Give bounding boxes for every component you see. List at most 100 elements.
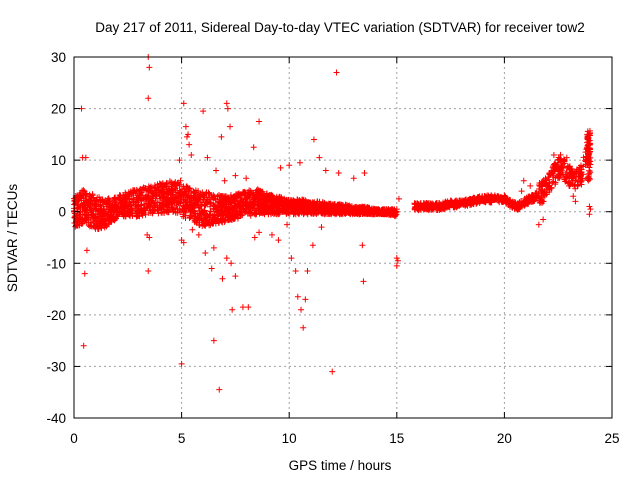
data-point xyxy=(255,187,262,194)
data-point xyxy=(360,278,367,285)
data-point xyxy=(121,195,128,202)
data-point xyxy=(239,203,246,210)
data-point xyxy=(361,170,368,177)
data-point xyxy=(394,257,401,264)
data-point xyxy=(83,247,90,254)
data-point xyxy=(108,211,115,218)
data-point xyxy=(503,199,510,206)
data-point xyxy=(561,157,568,164)
data-point xyxy=(247,212,254,219)
x-tick-label: 25 xyxy=(604,431,619,446)
data-point xyxy=(420,206,427,213)
data-point xyxy=(173,189,180,196)
data-point xyxy=(253,191,260,198)
data-point xyxy=(442,201,449,208)
data-point xyxy=(540,198,547,205)
data-point xyxy=(184,184,191,191)
data-point xyxy=(92,201,99,208)
data-point xyxy=(183,133,190,140)
data-point xyxy=(501,193,508,200)
data-point xyxy=(165,207,172,214)
data-point xyxy=(76,211,83,218)
data-point xyxy=(201,221,208,228)
data-point xyxy=(148,188,155,195)
data-point xyxy=(557,169,564,176)
data-point xyxy=(563,154,570,161)
data-point xyxy=(532,193,539,200)
data-point xyxy=(130,198,137,205)
data-point xyxy=(509,199,516,206)
data-point xyxy=(302,296,309,303)
data-point xyxy=(567,165,574,172)
data-point xyxy=(145,210,152,217)
data-point xyxy=(195,231,202,238)
data-point xyxy=(283,201,290,208)
data-point xyxy=(345,203,352,210)
data-point xyxy=(284,221,291,228)
data-point xyxy=(73,198,80,205)
data-point xyxy=(239,304,246,311)
data-point xyxy=(81,270,88,277)
data-point xyxy=(194,217,201,224)
y-tick-label: -20 xyxy=(46,308,66,323)
data-point xyxy=(147,202,154,209)
data-point xyxy=(301,209,308,216)
data-point xyxy=(286,162,293,169)
data-point xyxy=(322,209,329,216)
data-point xyxy=(185,193,192,200)
data-point xyxy=(146,64,153,71)
data-point xyxy=(241,189,248,196)
y-tick-label: 30 xyxy=(51,50,66,65)
data-point xyxy=(341,209,348,216)
data-point xyxy=(265,195,272,202)
data-point xyxy=(219,199,226,206)
data-point xyxy=(548,185,555,192)
data-point xyxy=(246,201,253,208)
data-point xyxy=(90,207,97,214)
data-point xyxy=(570,193,577,200)
data-point xyxy=(79,218,86,225)
data-point xyxy=(576,170,583,177)
data-point xyxy=(204,198,211,205)
data-point xyxy=(214,215,221,222)
data-point xyxy=(105,195,112,202)
data-point xyxy=(471,198,478,205)
data-point xyxy=(145,95,152,102)
y-axis-label: SDTVAR / TECUs xyxy=(5,184,20,293)
data-point xyxy=(355,207,362,214)
data-point xyxy=(102,217,109,224)
x-tick-label: 10 xyxy=(282,431,297,446)
data-point xyxy=(189,226,196,233)
data-point xyxy=(76,191,83,198)
data-point xyxy=(90,213,97,220)
data-point xyxy=(288,208,295,215)
data-point xyxy=(179,186,186,193)
data-point xyxy=(176,190,183,197)
data-point xyxy=(490,196,497,203)
data-point xyxy=(586,203,593,210)
data-point xyxy=(227,123,234,130)
data-point xyxy=(566,173,573,180)
data-point xyxy=(300,196,307,203)
data-point xyxy=(198,211,205,218)
data-point xyxy=(222,201,229,208)
data-point xyxy=(111,194,118,201)
data-point xyxy=(547,171,554,178)
data-point xyxy=(223,193,230,200)
data-point xyxy=(239,212,246,219)
data-point xyxy=(192,210,199,217)
data-point xyxy=(138,197,145,204)
data-point xyxy=(82,197,89,204)
data-point xyxy=(205,189,212,196)
data-point xyxy=(585,177,592,184)
data-point xyxy=(518,188,525,195)
data-point xyxy=(576,164,583,171)
data-point xyxy=(363,205,370,212)
data-point xyxy=(190,188,197,195)
data-point xyxy=(224,105,231,112)
data-point xyxy=(176,200,183,207)
data-point xyxy=(222,207,229,214)
data-point xyxy=(224,217,231,224)
data-point xyxy=(275,211,282,218)
data-point xyxy=(256,118,263,125)
